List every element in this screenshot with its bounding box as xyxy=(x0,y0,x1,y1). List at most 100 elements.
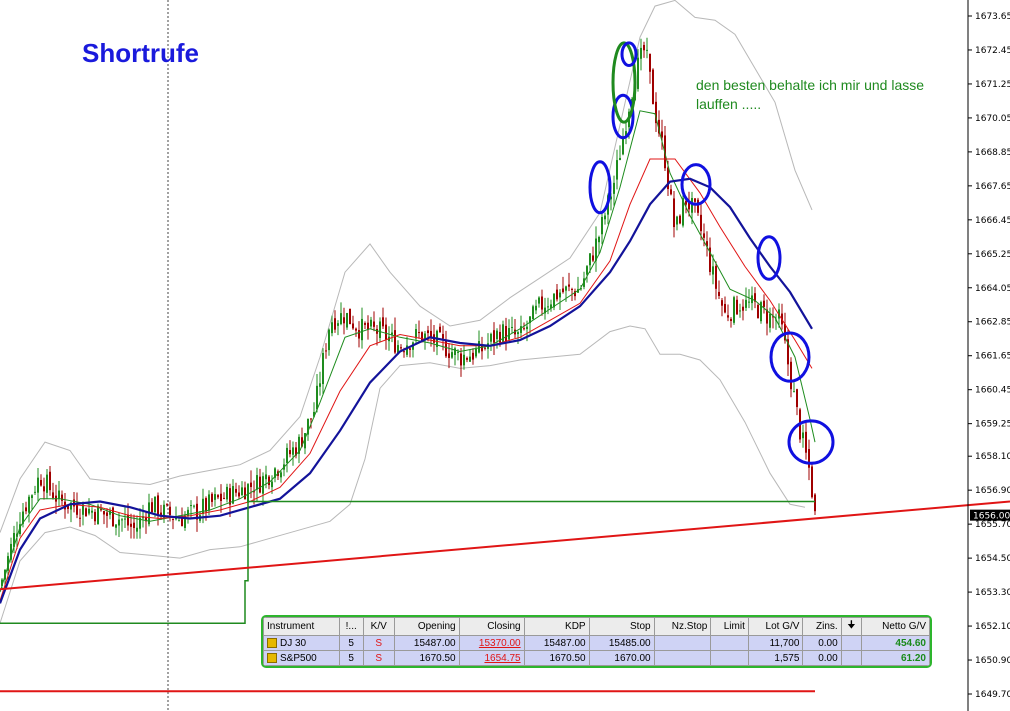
candle-body xyxy=(598,236,600,243)
candle-body xyxy=(328,329,330,351)
candle-body xyxy=(70,502,72,510)
cell-nzstop xyxy=(653,635,712,651)
candle-body xyxy=(301,437,303,447)
candle-body xyxy=(787,339,789,365)
candle-body xyxy=(523,328,525,330)
price-axis-tick-label: 1654.50 xyxy=(975,554,1010,564)
candle-body xyxy=(184,515,186,528)
candle-body xyxy=(67,505,69,510)
cell-lot: 1,575 xyxy=(747,650,804,666)
cell-closing: 1654.75 xyxy=(458,650,525,666)
candle-body xyxy=(157,495,159,517)
candle-body xyxy=(406,345,408,355)
candle-body xyxy=(394,330,396,353)
candle-body xyxy=(256,475,258,490)
candle-body xyxy=(166,504,168,506)
signal-ellipse-marker xyxy=(756,235,782,281)
cell-opening: 1670.50 xyxy=(393,650,460,666)
candle-body xyxy=(553,293,555,308)
candle-body xyxy=(739,310,741,312)
candle-body xyxy=(655,101,657,124)
candle-body xyxy=(544,307,546,314)
candle-body xyxy=(640,47,642,59)
candle-body xyxy=(733,297,735,323)
candle-body xyxy=(526,326,528,330)
col-kdp[interactable]: KDP xyxy=(523,617,590,636)
candle-body xyxy=(697,199,699,213)
candle-body xyxy=(571,289,573,291)
col-closing[interactable]: Closing xyxy=(458,617,525,636)
candle-body xyxy=(610,196,612,200)
candle-body xyxy=(202,498,204,515)
cell-instrument: DJ 30 xyxy=(263,635,340,651)
col-stop[interactable]: Stop xyxy=(588,617,655,636)
positions-panel: Instrument !... K/V Opening Closing KDP … xyxy=(261,615,932,668)
table-row[interactable]: S&P500 5 S 1670.50 1654.75 1670.50 1670.… xyxy=(263,650,930,666)
table-row[interactable]: DJ 30 5 S 15487.00 15370.00 15487.00 154… xyxy=(263,635,930,651)
candle-body xyxy=(145,517,147,522)
candle-body xyxy=(310,418,312,420)
price-axis-tick-label: 1656.90 xyxy=(975,486,1010,496)
price-axis-tick-label: 1653.30 xyxy=(975,588,1010,598)
col-qty[interactable]: !... xyxy=(338,617,364,636)
candle-body xyxy=(160,512,162,515)
candle-body xyxy=(565,286,567,291)
candle-body xyxy=(439,326,441,333)
candle-body xyxy=(730,318,732,322)
candle-body xyxy=(82,504,84,515)
col-zins[interactable]: Zins. xyxy=(802,617,842,636)
candle-body xyxy=(415,329,417,339)
candle-body xyxy=(493,330,495,343)
current-price-label: 1656.00 xyxy=(973,512,1010,522)
candle-body xyxy=(454,348,456,355)
chart-title: Shortrufe xyxy=(82,38,199,68)
candle-body xyxy=(25,507,27,512)
sort-arrow-icon[interactable]: 🠋 xyxy=(840,617,863,636)
candle-body xyxy=(115,524,117,528)
price-axis-tick-label: 1655.70 xyxy=(975,520,1010,530)
candle-body xyxy=(520,326,522,333)
cell-qty: 5 xyxy=(338,635,364,651)
candle-body xyxy=(793,391,795,393)
candle-body xyxy=(307,418,309,435)
col-netto[interactable]: Netto G/V xyxy=(861,617,930,636)
candle-body xyxy=(118,519,120,526)
candle-body xyxy=(445,341,447,357)
cell-limit xyxy=(710,650,749,666)
candle-body xyxy=(691,198,693,213)
candle-body xyxy=(292,447,294,455)
candle-body xyxy=(595,238,597,261)
candle-body xyxy=(193,505,195,507)
candle-body xyxy=(637,57,639,89)
candle-body xyxy=(763,300,765,307)
candle-body xyxy=(511,326,513,328)
price-axis-tick-label: 1662.85 xyxy=(975,318,1010,328)
candle-body xyxy=(685,200,687,205)
col-nzstop[interactable]: Nz.Stop xyxy=(653,617,712,636)
candle-body xyxy=(619,157,621,161)
candle-body xyxy=(715,266,717,289)
signal-ellipse-marker xyxy=(680,163,712,206)
candle-body xyxy=(385,324,387,340)
candle-body xyxy=(175,517,177,520)
col-limit[interactable]: Limit xyxy=(710,617,749,636)
col-kv[interactable]: K/V xyxy=(362,617,395,636)
candle-body xyxy=(22,511,24,524)
candle-body xyxy=(538,297,540,304)
col-lot[interactable]: Lot G/V xyxy=(747,617,804,636)
cell-zins: 0.00 xyxy=(802,635,842,651)
candle-body xyxy=(472,352,474,360)
candle-body xyxy=(424,333,426,340)
candle-body xyxy=(85,508,87,517)
candle-body xyxy=(100,509,102,511)
candle-body xyxy=(712,266,714,275)
col-opening[interactable]: Opening xyxy=(393,617,460,636)
candle-body xyxy=(451,352,453,358)
col-instrument[interactable]: Instrument xyxy=(263,617,340,636)
price-axis-tick-label: 1673.65 xyxy=(975,12,1010,22)
instrument-icon xyxy=(267,652,277,663)
price-axis-tick-label: 1668.85 xyxy=(975,148,1010,158)
candle-body xyxy=(298,436,300,454)
candle-body xyxy=(340,313,342,325)
